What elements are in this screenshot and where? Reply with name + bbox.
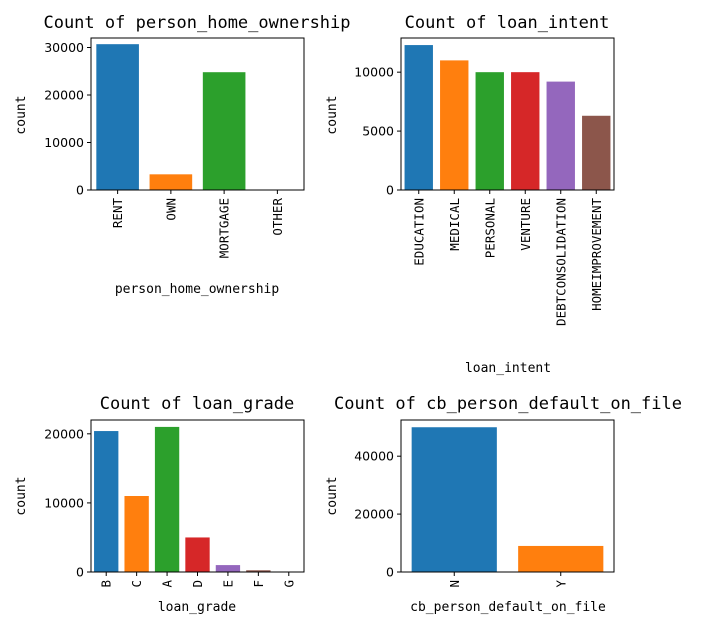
y-tick-label: 30000 <box>44 40 84 55</box>
bars-group <box>404 45 611 191</box>
y-tick-label: 0 <box>386 565 394 580</box>
y-tick-label: 20000 <box>44 426 84 441</box>
y-tick-label: 20000 <box>44 88 84 103</box>
axes-frame <box>90 419 305 573</box>
x-tick-label: B <box>99 580 114 588</box>
x-tick-label: F <box>251 580 266 588</box>
x-tick-label: MEDICAL <box>447 198 462 251</box>
x-tick-label: VENTURE <box>518 198 533 251</box>
bar-e <box>215 565 241 572</box>
bar-rent <box>96 44 139 190</box>
x-tick-label: MORTGAGE <box>217 198 232 258</box>
y-ticks: 0 5000 10000 <box>354 65 401 198</box>
y-tick-label: 10000 <box>44 135 84 150</box>
y-axis-label: count <box>14 476 29 515</box>
subplot-home-ownership: Count of person_home_ownership count per… <box>14 13 351 297</box>
x-tick-label: N <box>447 580 462 588</box>
bar-d <box>185 537 210 572</box>
bar-b <box>94 431 119 572</box>
bar-own <box>149 174 193 190</box>
subplot-loan-intent: Count of loan_intent count loan_intent 0… <box>325 13 615 376</box>
bars-group <box>411 427 604 572</box>
y-ticks: 0 20000 40000 <box>354 449 401 580</box>
bar-n <box>411 427 497 572</box>
y-tick-label: 0 <box>386 183 394 198</box>
x-tick-label: OWN <box>163 198 178 221</box>
bar-y <box>518 545 604 572</box>
axes-frame <box>90 37 305 191</box>
x-tick-label: OTHER <box>270 198 285 236</box>
chart-title: Count of person_home_ownership <box>43 13 350 33</box>
y-ticks: 0 10000 20000 30000 <box>44 40 91 198</box>
y-tick-label: 0 <box>76 183 84 198</box>
bar-homeimprovement <box>582 115 611 190</box>
axes-frame <box>400 419 615 573</box>
x-tick-label: G <box>281 580 296 588</box>
x-axis-label: person_home_ownership <box>115 282 280 297</box>
y-tick-label: 0 <box>76 565 84 580</box>
x-tick-label: C <box>129 580 144 588</box>
chart-title: Count of loan_grade <box>100 394 294 414</box>
y-tick-label: 40000 <box>354 449 394 464</box>
y-tick-label: 10000 <box>44 495 84 510</box>
y-axis-label: count <box>325 95 340 134</box>
x-axis-label: loan_intent <box>465 361 551 376</box>
x-tick-label: PERSONAL <box>482 198 497 258</box>
chart-title: Count of cb_person_default_on_file <box>334 394 682 414</box>
bars-group <box>94 426 301 572</box>
x-axis-label: cb_person_default_on_file <box>410 600 606 615</box>
bar-f <box>246 570 271 572</box>
x-tick-label: A <box>160 580 175 588</box>
x-ticks: RENT OWN MORTGAGE OTHER <box>110 190 285 258</box>
chart-title: Count of loan_intent <box>405 13 610 33</box>
x-tick-label: DEBTCONSOLIDATION <box>553 198 568 326</box>
x-tick-label: E <box>220 580 235 588</box>
bar-a <box>154 426 180 572</box>
subplot-default-on-file: Count of cb_person_default_on_file count… <box>325 394 682 615</box>
subplot-loan-grade: Count of loan_grade count loan_grade 0 10… <box>14 394 305 615</box>
x-axis-label: loan_grade <box>158 600 236 615</box>
y-tick-label: 5000 <box>362 124 394 139</box>
y-ticks: 0 10000 20000 <box>44 426 91 580</box>
y-axis-label: count <box>14 95 29 134</box>
bar-venture <box>511 72 540 190</box>
x-tick-label: D <box>190 580 205 588</box>
bars-group <box>96 44 299 190</box>
bar-debtconsolidation <box>546 81 575 190</box>
x-tick-label: Y <box>553 580 568 588</box>
x-tick-label: HOMEIMPROVEMENT <box>589 198 604 311</box>
y-tick-label: 20000 <box>354 507 394 522</box>
x-tick-label: EDUCATION <box>411 198 426 266</box>
y-axis-label: count <box>325 476 340 515</box>
x-ticks: EDUCATION MEDICAL PERSONAL VENTURE DEBTCONSO… <box>411 190 604 326</box>
x-tick-label: RENT <box>110 198 125 229</box>
bar-mortgage <box>202 72 246 190</box>
bar-c <box>124 496 149 572</box>
axes-frame <box>400 37 615 191</box>
bar-personal <box>475 72 504 190</box>
y-tick-label: 10000 <box>354 65 394 80</box>
bar-education <box>404 45 433 191</box>
bar-medical <box>440 60 469 190</box>
